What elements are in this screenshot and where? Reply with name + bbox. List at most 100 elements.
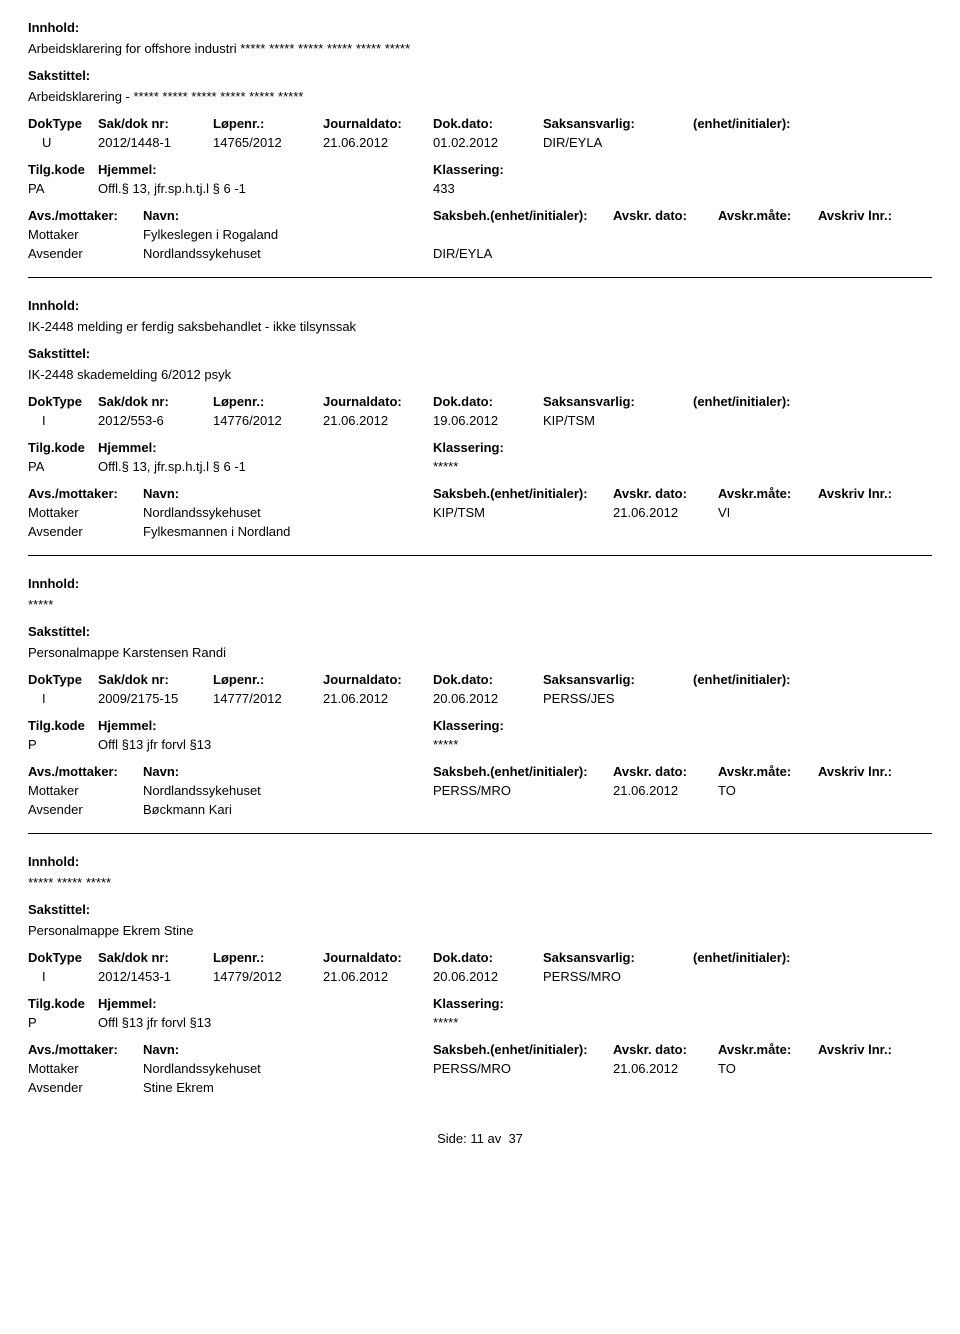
party-row: Mottaker Nordlandssykehuset PERSS/MRO 21…	[28, 1061, 932, 1076]
party-avskrmate	[718, 524, 818, 539]
innhold-text: ***** ***** *****	[28, 875, 932, 890]
party-row: Mottaker Nordlandssykehuset PERSS/MRO 21…	[28, 783, 932, 798]
party-name: Nordlandssykehuset	[143, 1061, 433, 1076]
lopenr-value: 14765/2012	[213, 135, 323, 150]
party-role: Avsender	[28, 524, 143, 539]
saksansvarlig-value: KIP/TSM	[543, 413, 693, 428]
saksbeh-label: Saksbeh.(enhet/initialer):	[433, 764, 613, 779]
doktype-value: I	[28, 969, 98, 984]
party-avskrmate: VI	[718, 505, 818, 520]
col-saksansvarlig-label: Saksansvarlig:	[543, 672, 693, 687]
party-name: Stine Ekrem	[143, 1080, 433, 1095]
saksbeh-label: Saksbeh.(enhet/initialer):	[433, 1042, 613, 1057]
party-row: Mottaker Nordlandssykehuset KIP/TSM 21.0…	[28, 505, 932, 520]
hjemmel-header: Tilg.kode Hjemmel: Klassering:	[28, 162, 932, 177]
col-enhet-label: (enhet/initialer):	[693, 672, 873, 687]
avskrivlnr-label: Avskriv lnr.:	[818, 208, 928, 223]
navn-label: Navn:	[143, 208, 433, 223]
avskrmate-label: Avskr.måte:	[718, 764, 818, 779]
col-lopenr-label: Løpenr.:	[213, 116, 323, 131]
avskrdato-label: Avskr. dato:	[613, 208, 718, 223]
party-avskrdato: 21.06.2012	[613, 505, 718, 520]
page-current: 11	[470, 1131, 484, 1146]
col-doktype-label: DokType	[28, 394, 98, 409]
avskrdato-label: Avskr. dato:	[613, 486, 718, 501]
columns-header: DokType Sak/dok nr: Løpenr.: Journaldato…	[28, 672, 932, 687]
col-saksansvarlig-label: Saksansvarlig:	[543, 116, 693, 131]
party-row: Avsender Fylkesmannen i Nordland	[28, 524, 932, 539]
hjemmel-data: P Offl §13 jfr forvl §13 *****	[28, 737, 932, 752]
col-saksansvarlig-label: Saksansvarlig:	[543, 394, 693, 409]
saknr-value: 2009/2175-15	[98, 691, 213, 706]
columns-header: DokType Sak/dok nr: Løpenr.: Journaldato…	[28, 116, 932, 131]
columns-data: I 2012/553-6 14776/2012 21.06.2012 19.06…	[28, 413, 932, 428]
party-avskrmate	[718, 227, 818, 242]
klassering-value: *****	[433, 459, 458, 474]
hjemmel-data: PA Offl.§ 13, jfr.sp.h.tj.l § 6 -1 *****	[28, 459, 932, 474]
navn-label: Navn:	[143, 486, 433, 501]
sakstittel-label: Sakstittel:	[28, 68, 932, 83]
party-name: Bøckmann Kari	[143, 802, 433, 817]
col-saknr-label: Sak/dok nr:	[98, 672, 213, 687]
avsmottaker-label: Avs./mottaker:	[28, 486, 143, 501]
party-header: Avs./mottaker: Navn: Saksbeh.(enhet/init…	[28, 486, 932, 501]
col-ddato-label: Dok.dato:	[433, 672, 543, 687]
party-avskrdato: 21.06.2012	[613, 783, 718, 798]
party-name: Nordlandssykehuset	[143, 783, 433, 798]
record-separator	[28, 277, 932, 278]
hjemmel-value: Offl.§ 13, jfr.sp.h.tj.l § 6 -1	[98, 459, 433, 474]
party-header: Avs./mottaker: Navn: Saksbeh.(enhet/init…	[28, 1042, 932, 1057]
party-role: Avsender	[28, 1080, 143, 1095]
lopenr-value: 14779/2012	[213, 969, 323, 984]
party-role: Avsender	[28, 802, 143, 817]
col-lopenr-label: Løpenr.:	[213, 672, 323, 687]
jdato-value: 21.06.2012	[323, 135, 433, 150]
col-jdato-label: Journaldato:	[323, 950, 433, 965]
party-avskrmate: TO	[718, 1061, 818, 1076]
klassering-value: *****	[433, 1015, 458, 1030]
hjemmel-value: Offl §13 jfr forvl §13	[98, 737, 433, 752]
col-ddato-label: Dok.dato:	[433, 116, 543, 131]
hjemmel-header: Tilg.kode Hjemmel: Klassering:	[28, 440, 932, 455]
party-avskrdato	[613, 524, 718, 539]
doktype-value: U	[28, 135, 98, 150]
klassering-label: Klassering:	[433, 440, 504, 455]
ddato-value: 19.06.2012	[433, 413, 543, 428]
sakstittel-label: Sakstittel:	[28, 902, 932, 917]
tilgkode-value: PA	[28, 459, 98, 474]
col-lopenr-label: Løpenr.:	[213, 950, 323, 965]
hjemmel-header: Tilg.kode Hjemmel: Klassering:	[28, 718, 932, 733]
record-separator	[28, 555, 932, 556]
col-jdato-label: Journaldato:	[323, 394, 433, 409]
innhold-text: Arbeidsklarering for offshore industri *…	[28, 41, 932, 56]
page-total: 37	[508, 1131, 522, 1146]
party-row: Avsender Stine Ekrem	[28, 1080, 932, 1095]
party-saksbeh: PERSS/MRO	[433, 783, 613, 798]
ddato-value: 01.02.2012	[433, 135, 543, 150]
col-ddato-label: Dok.dato:	[433, 950, 543, 965]
klassering-label: Klassering:	[433, 996, 504, 1011]
record-separator	[28, 833, 932, 834]
doktype-value: I	[28, 413, 98, 428]
party-header: Avs./mottaker: Navn: Saksbeh.(enhet/init…	[28, 764, 932, 779]
col-doktype-label: DokType	[28, 950, 98, 965]
sakstittel-text: IK-2448 skademelding 6/2012 psyk	[28, 367, 932, 382]
columns-data: U 2012/1448-1 14765/2012 21.06.2012 01.0…	[28, 135, 932, 150]
party-name: Nordlandssykehuset	[143, 505, 433, 520]
hjemmel-label: Hjemmel:	[98, 718, 433, 733]
party-saksbeh: PERSS/MRO	[433, 1061, 613, 1076]
col-ddato-label: Dok.dato:	[433, 394, 543, 409]
hjemmel-label: Hjemmel:	[98, 440, 433, 455]
tilgkode-label: Tilg.kode	[28, 718, 98, 733]
party-avskrmate	[718, 802, 818, 817]
side-label: Side:	[437, 1131, 467, 1146]
party-name: Fylkesmannen i Nordland	[143, 524, 433, 539]
party-saksbeh: DIR/EYLA	[433, 246, 613, 261]
innhold-text: *****	[28, 597, 932, 612]
klassering-label: Klassering:	[433, 162, 504, 177]
saksbeh-label: Saksbeh.(enhet/initialer):	[433, 208, 613, 223]
records-container: Innhold: Arbeidsklarering for offshore i…	[28, 20, 932, 1095]
party-saksbeh	[433, 524, 613, 539]
journal-record: Innhold: ***** ***** ***** Sakstittel: P…	[28, 854, 932, 1095]
klassering-label: Klassering:	[433, 718, 504, 733]
